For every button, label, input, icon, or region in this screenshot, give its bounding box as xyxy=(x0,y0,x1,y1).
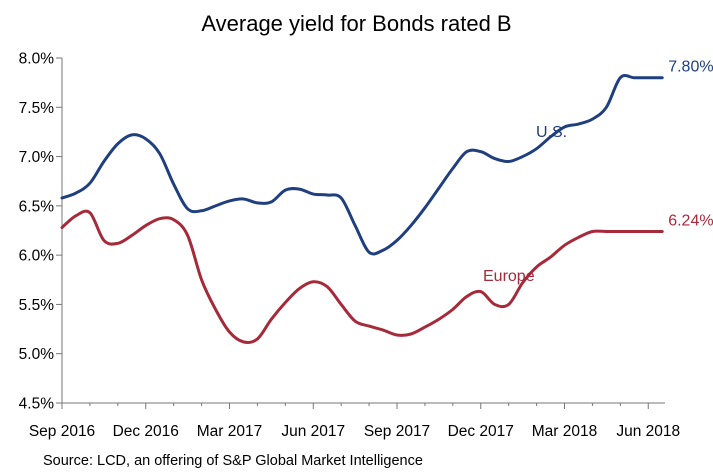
series-labels: 7.80% 6.24% U.S. Europe xyxy=(483,59,713,285)
y-axis: 8.0% 7.5% 7.0% 6.5% 6.0% 5.5% 5.0% 4.5% xyxy=(19,51,62,413)
y-tick-label: 5.5% xyxy=(19,297,55,314)
europe-series-label: Europe xyxy=(483,268,535,285)
series-lines xyxy=(60,74,664,344)
y-tick-label: 6.5% xyxy=(19,198,55,215)
y-tick-label: 6.0% xyxy=(19,248,55,265)
europe-line xyxy=(60,209,664,344)
y-tick-label: 7.5% xyxy=(19,100,55,117)
source-note: Source: LCD, an offering of S&P Global M… xyxy=(43,453,423,469)
x-tick-label: Jun 2017 xyxy=(281,423,345,440)
x-tick-label: Mar 2017 xyxy=(197,423,262,440)
x-tick-label: Sep 2016 xyxy=(29,423,95,440)
y-tick-label: 4.5% xyxy=(19,396,55,413)
x-tick-label: Dec 2016 xyxy=(113,423,179,440)
x-axis: Sep 2016 Dec 2016 Mar 2017 Jun 2017 Sep 2017… xyxy=(29,403,680,440)
y-tick-label: 8.0% xyxy=(19,51,55,68)
us-end-label: 7.80% xyxy=(668,59,713,76)
us-line xyxy=(60,74,664,256)
y-tick-label: 5.0% xyxy=(19,346,55,363)
europe-end-label: 6.24% xyxy=(668,212,713,229)
chart-title: Average yield for Bonds rated B xyxy=(201,11,511,36)
x-tick-label: Jun 2018 xyxy=(616,423,680,440)
y-tick-label: 7.0% xyxy=(19,149,55,166)
us-series-label: U.S. xyxy=(536,124,567,141)
x-tick-label: Dec 2017 xyxy=(448,423,514,440)
x-tick-label: Mar 2018 xyxy=(532,423,597,440)
x-tick-label: Sep 2017 xyxy=(364,423,430,440)
